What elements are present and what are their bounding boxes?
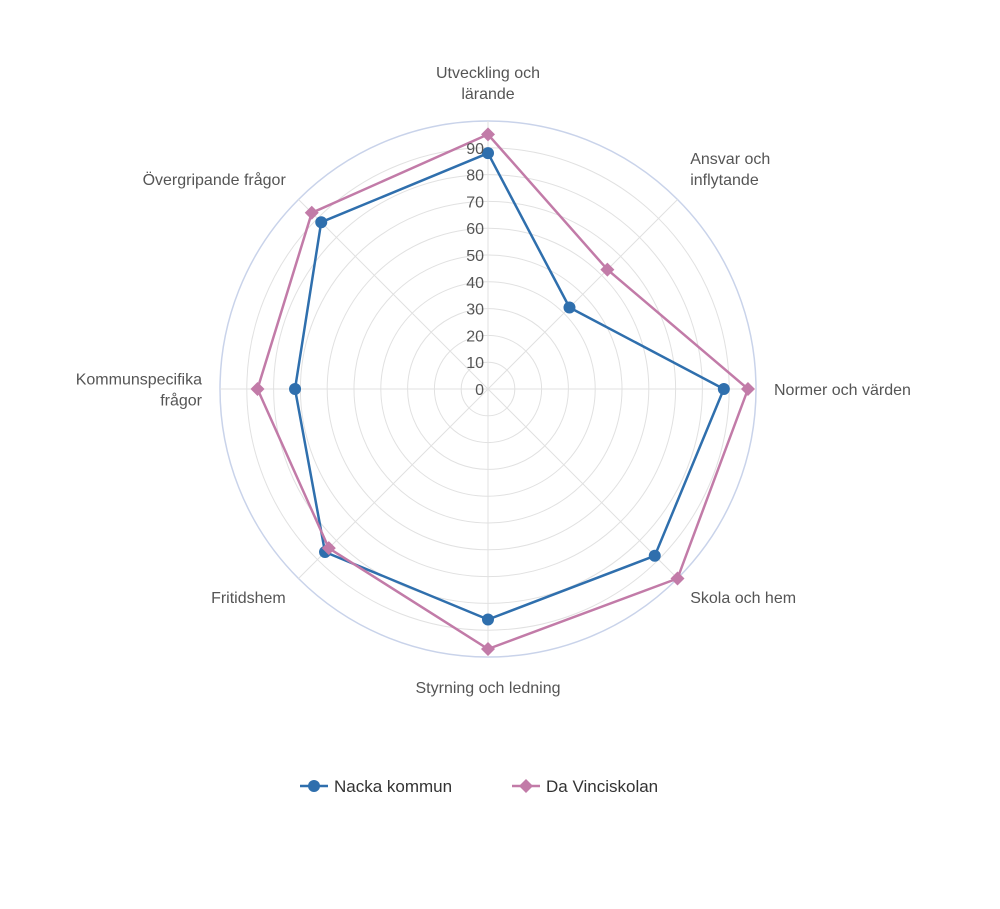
series-layer [250,127,755,656]
category-label: Kommunspecifika frågor [76,372,203,410]
series-line [293,151,726,621]
axis-spoke [487,388,678,579]
radial-tick-label: 40 [466,275,484,292]
data-point [648,549,661,562]
category-label-line: Styrning och ledning [416,680,561,697]
axis-layer [220,121,756,657]
radial-tick-label: 60 [466,221,484,238]
data-point [481,641,495,656]
legend-item: Da Vinciskolan [512,777,658,796]
category-label: Fritidshem [211,590,286,607]
category-label-line: lärande [461,86,514,103]
data-point [670,571,685,586]
category-label-line: Ansvar och [690,151,770,168]
data-point [482,613,494,626]
radial-tick-label: 0 [475,382,484,399]
data-point [600,262,615,277]
radial-tick-label: 90 [466,141,484,158]
data-point [563,301,576,314]
category-label: Utveckling och lärande [436,65,540,103]
legend-marker [308,780,320,792]
data-point [289,383,302,395]
category-label-line: Normer och värden [774,382,911,399]
category-label-line: Fritidshem [211,590,286,607]
axis-spoke [487,199,678,390]
radial-tick-label: 10 [466,355,484,372]
data-point [250,382,265,396]
data-point [304,205,319,220]
axis-spoke [298,199,489,390]
series-1 [250,127,755,656]
legend-label: Nacka kommun [334,777,452,796]
category-label: Normer och värden [774,382,911,399]
legend: Nacka kommun Da Vinciskolan [300,777,658,796]
data-point [315,216,328,229]
category-label: Ansvar och inflytande [690,151,770,189]
category-label-line: Övergripande frågor [143,171,287,189]
data-point [321,541,336,556]
legend-marker [519,779,533,793]
radial-tick-label: 50 [466,248,484,265]
data-point [481,127,495,142]
category-label-line: inflytande [690,172,759,189]
category-label: Skola och hem [690,590,796,607]
radial-tick-label: 80 [466,168,484,185]
category-label-line: Kommunspecifika [76,372,202,389]
category-label-line: frågor [160,392,202,410]
category-label-line: Utveckling och [436,65,540,82]
legend-label: Da Vinciskolan [546,777,658,796]
data-point [482,147,494,160]
radial-tick-label: 20 [466,328,484,345]
category-label: Övergripande frågor [143,171,287,189]
data-point [740,382,755,396]
legend-item: Nacka kommun [300,777,452,796]
category-labels: Utveckling och lärande Ansvar och inflytand… [76,65,911,697]
category-label-line: Skola och hem [690,590,796,607]
series-0 [289,147,730,626]
radial-tick-label: 30 [466,302,484,319]
radial-tick-label: 70 [466,194,484,211]
data-point [717,383,730,395]
radial-tick-labels: 0 10 20 30 40 50 60 70 80 90 [466,141,484,399]
category-label: Styrning och ledning [416,680,561,697]
